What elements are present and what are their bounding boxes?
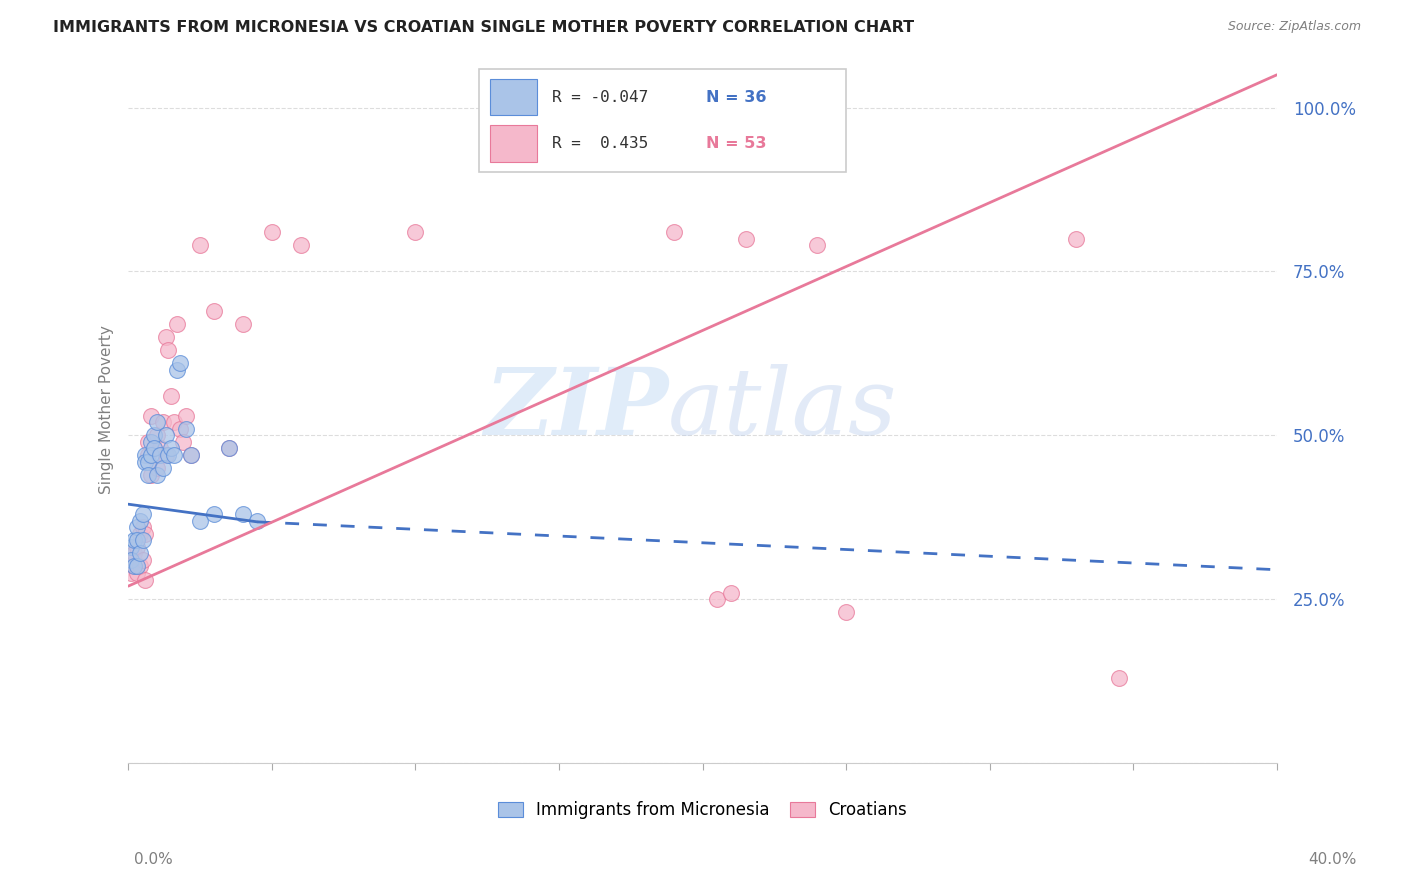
Point: [662, 225, 685, 239]
Point: [138, 454, 160, 468]
Point: [218, 442, 240, 456]
Legend: Immigrants from Micronesia, Croatians: Immigrants from Micronesia, Croatians: [492, 794, 914, 826]
Point: [128, 546, 150, 560]
Point: [157, 343, 180, 358]
Point: [146, 467, 169, 482]
Point: [676, 101, 699, 115]
Point: [128, 559, 150, 574]
Point: [125, 533, 148, 548]
Point: [146, 415, 169, 429]
Point: [143, 442, 166, 456]
Y-axis label: Single Mother Poverty: Single Mother Poverty: [100, 325, 114, 493]
Point: [143, 442, 166, 456]
Point: [131, 533, 153, 548]
Point: [138, 448, 160, 462]
Point: [146, 428, 169, 442]
Point: [149, 442, 172, 456]
Text: 0.0%: 0.0%: [134, 852, 173, 867]
Point: [232, 507, 254, 521]
Point: [169, 422, 191, 436]
Point: [155, 330, 177, 344]
Text: Source: ZipAtlas.com: Source: ZipAtlas.com: [1227, 20, 1361, 33]
Point: [146, 461, 169, 475]
Point: [134, 526, 156, 541]
Point: [634, 101, 657, 115]
Text: 40.0%: 40.0%: [1309, 852, 1357, 867]
Point: [174, 422, 197, 436]
Point: [188, 514, 211, 528]
Point: [180, 448, 202, 462]
Point: [128, 514, 150, 528]
Point: [122, 559, 145, 574]
Point: [141, 448, 163, 462]
Point: [734, 232, 756, 246]
Point: [152, 461, 174, 475]
Point: [143, 428, 166, 442]
Text: IMMIGRANTS FROM MICRONESIA VS CROATIAN SINGLE MOTHER POVERTY CORRELATION CHART: IMMIGRANTS FROM MICRONESIA VS CROATIAN S…: [53, 20, 914, 35]
Point: [202, 507, 225, 521]
Point: [120, 553, 142, 567]
Point: [706, 592, 728, 607]
Point: [160, 442, 183, 456]
Point: [125, 520, 148, 534]
Point: [174, 409, 197, 423]
Point: [1064, 232, 1087, 246]
Point: [155, 448, 177, 462]
Point: [122, 533, 145, 548]
Point: [122, 546, 145, 560]
Point: [1108, 671, 1130, 685]
Point: [155, 428, 177, 442]
Point: [120, 553, 142, 567]
Point: [404, 225, 426, 239]
Point: [232, 317, 254, 331]
Point: [152, 415, 174, 429]
Point: [835, 605, 858, 619]
Point: [166, 317, 188, 331]
Point: [163, 448, 186, 462]
Point: [134, 573, 156, 587]
Point: [163, 415, 186, 429]
Point: [720, 585, 742, 599]
Point: [620, 101, 643, 115]
Point: [591, 101, 613, 115]
Point: [128, 526, 150, 541]
Point: [131, 507, 153, 521]
Point: [260, 225, 283, 239]
Point: [134, 454, 156, 468]
Point: [166, 363, 188, 377]
Point: [122, 559, 145, 574]
Point: [120, 540, 142, 554]
Point: [125, 566, 148, 580]
Point: [806, 238, 828, 252]
Point: [120, 566, 142, 580]
Point: [125, 559, 148, 574]
Point: [131, 553, 153, 567]
Text: ZIP: ZIP: [484, 364, 668, 454]
Point: [141, 467, 163, 482]
Point: [138, 467, 160, 482]
Point: [218, 442, 240, 456]
Point: [157, 448, 180, 462]
Point: [290, 238, 312, 252]
Point: [246, 514, 269, 528]
Point: [605, 101, 627, 115]
Point: [172, 434, 194, 449]
Point: [141, 434, 163, 449]
Point: [180, 448, 202, 462]
Point: [141, 409, 163, 423]
Point: [131, 520, 153, 534]
Point: [692, 101, 714, 115]
Point: [169, 356, 191, 370]
Point: [134, 448, 156, 462]
Point: [160, 389, 183, 403]
Point: [149, 448, 172, 462]
Point: [648, 101, 671, 115]
Text: atlas: atlas: [668, 364, 897, 454]
Point: [138, 434, 160, 449]
Point: [188, 238, 211, 252]
Point: [202, 303, 225, 318]
Point: [125, 540, 148, 554]
